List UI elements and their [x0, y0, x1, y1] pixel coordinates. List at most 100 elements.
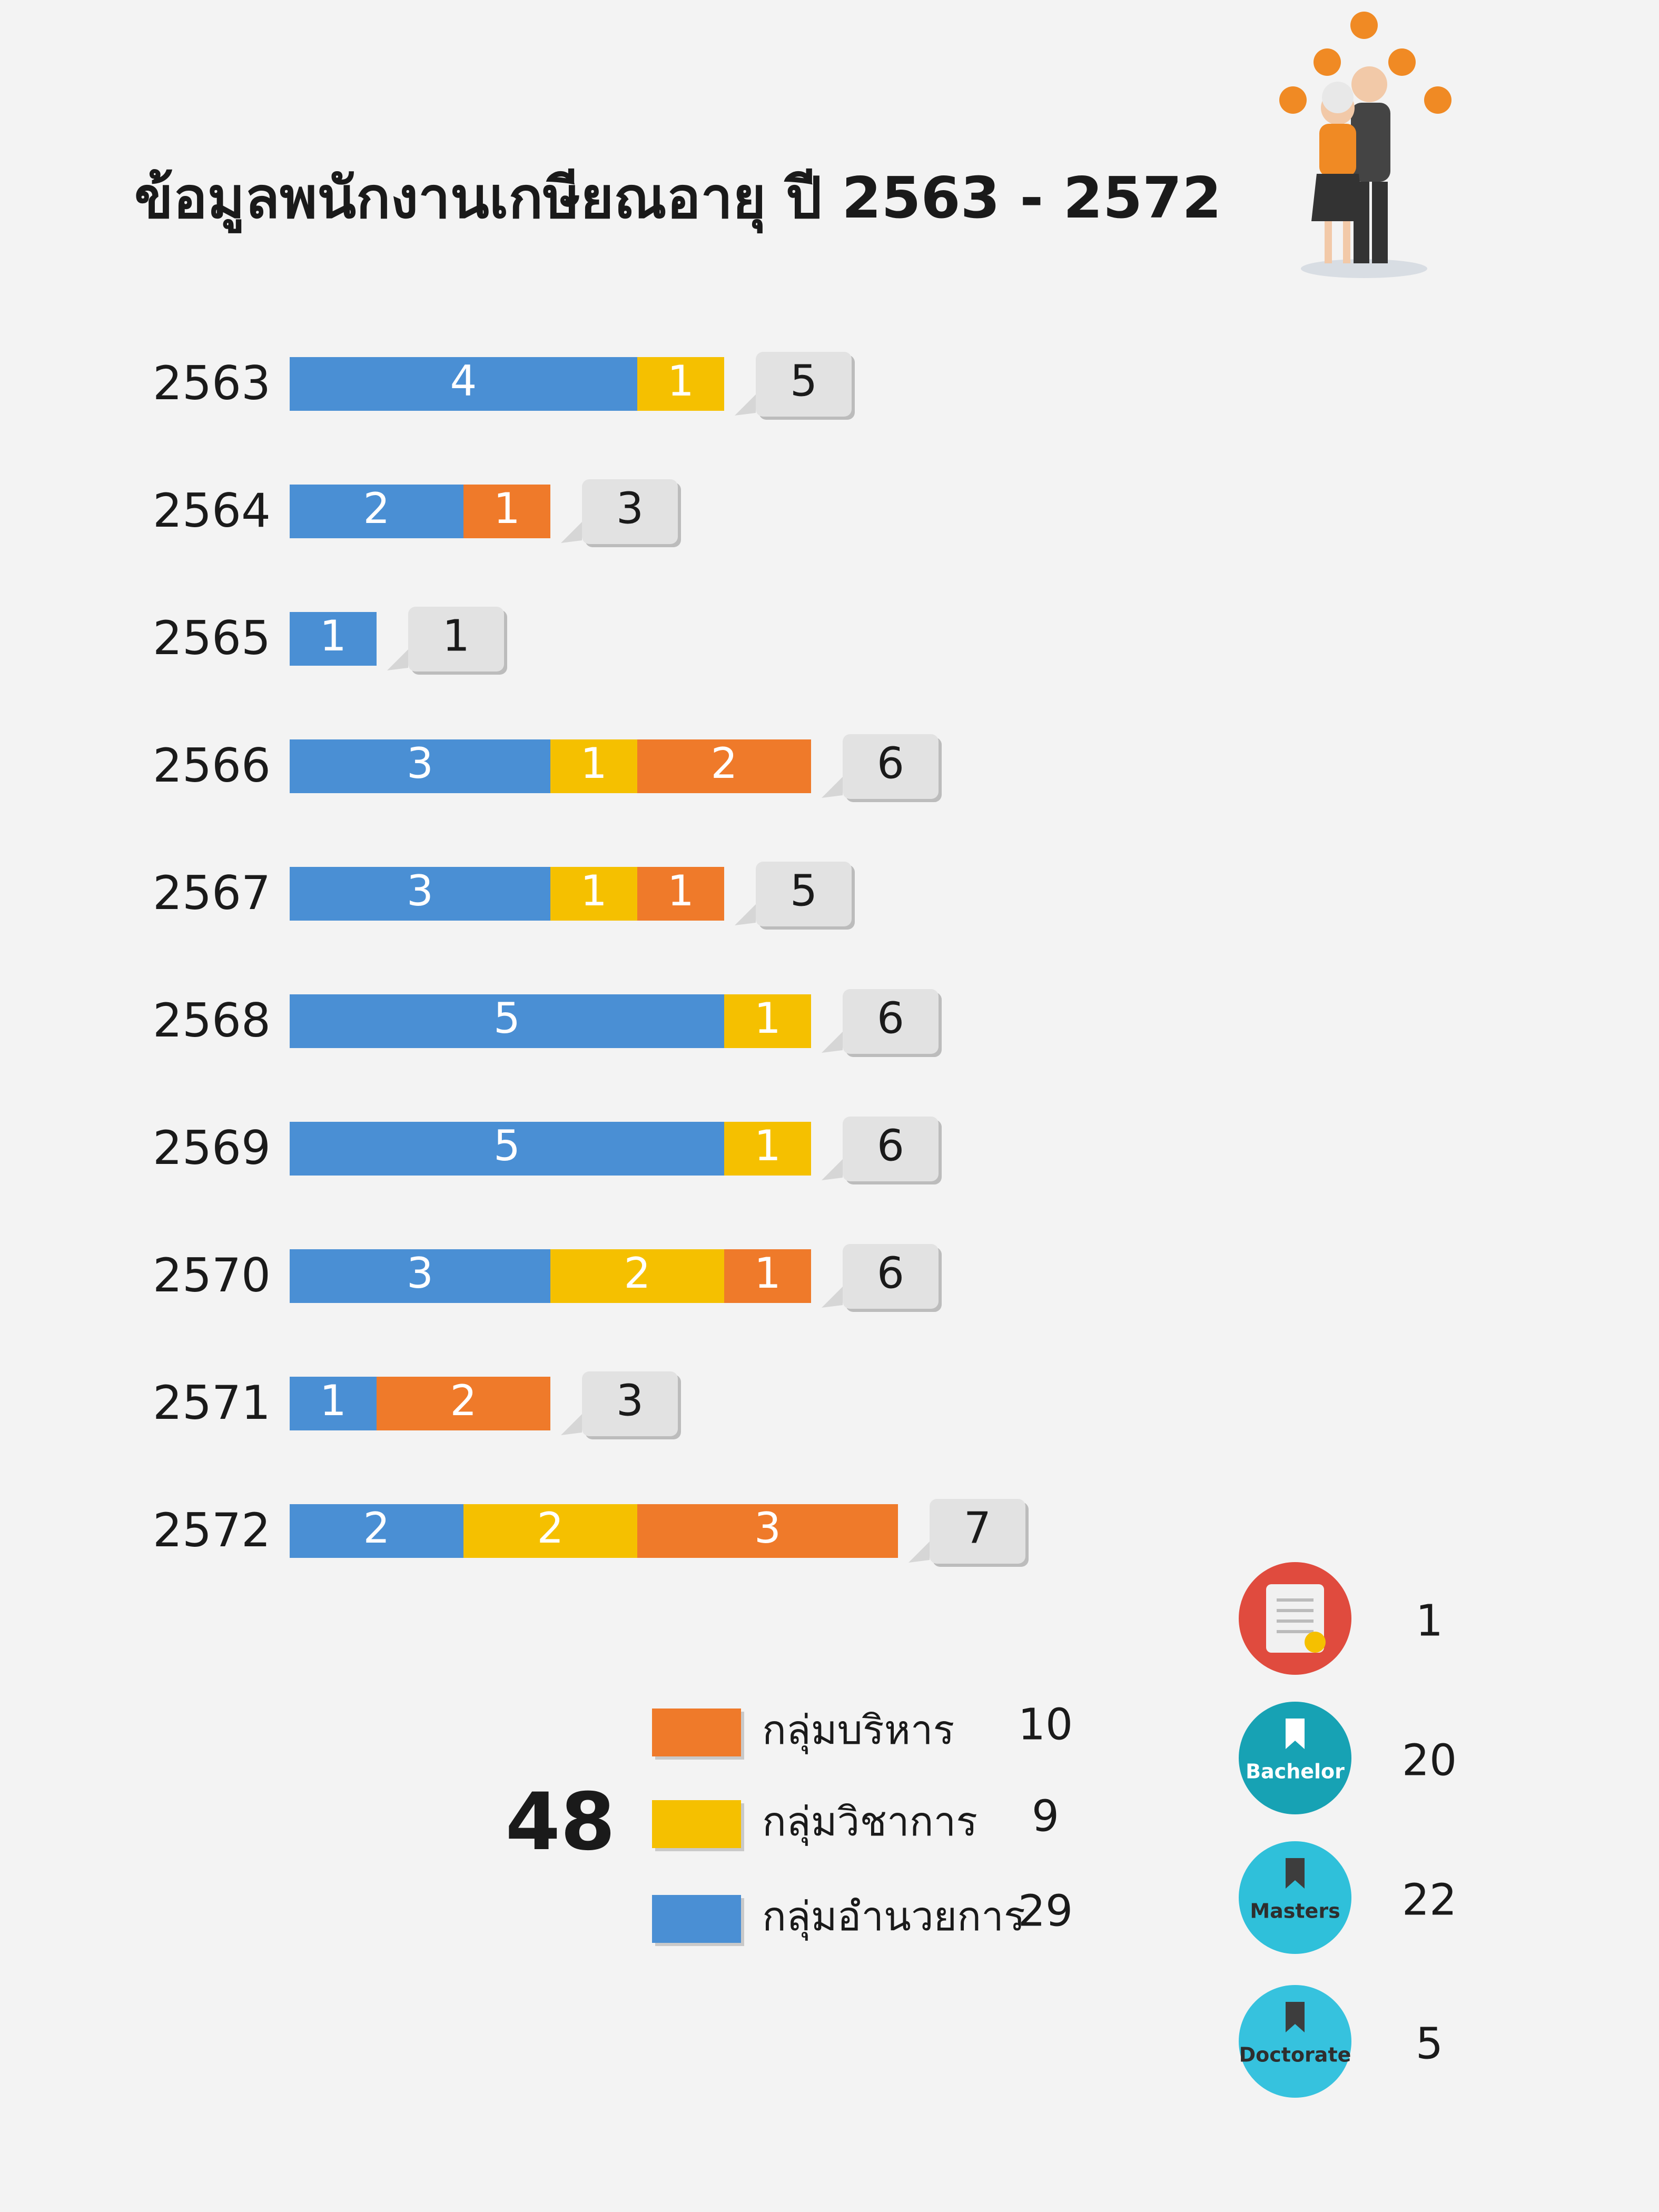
- bar-value-label: 2: [624, 1249, 651, 1298]
- total-bubble: [582, 1371, 678, 1436]
- legend-swatch: [652, 1895, 741, 1943]
- total-bubble-pointer: [908, 1542, 930, 1563]
- legend-total: 9: [1032, 1791, 1059, 1841]
- total-bubble: [843, 1117, 939, 1181]
- total-bubble: [930, 1499, 1025, 1564]
- bar-segment: [290, 1504, 463, 1558]
- illustration: [1279, 12, 1451, 278]
- y-tick-label: 2572: [153, 1503, 271, 1557]
- total-label: 7: [964, 1503, 991, 1553]
- bar-value-label: 1: [580, 866, 607, 915]
- education-label: Doctorate: [1239, 2043, 1351, 2067]
- total-label: 6: [877, 738, 904, 788]
- education-badge: [1239, 1841, 1351, 1954]
- y-tick-label: 2568: [153, 993, 271, 1048]
- legend-total: 29: [1018, 1886, 1073, 1936]
- bar-value-label: 1: [580, 739, 607, 788]
- bar-segment: [290, 867, 550, 921]
- total-bubble: [408, 607, 504, 671]
- education-count: 22: [1402, 1875, 1457, 1925]
- bar-value-label: 2: [450, 1376, 477, 1425]
- education-label: Bachelor: [1246, 1760, 1345, 1783]
- bar-segment: [290, 994, 724, 1048]
- bar-value-label: 5: [493, 1121, 520, 1170]
- bar-value-label: 2: [711, 739, 738, 788]
- bar-segment: [637, 357, 724, 411]
- bar-value-label: 4: [450, 357, 477, 406]
- total-label: 6: [877, 1248, 904, 1298]
- bar-value-label: 2: [537, 1504, 564, 1553]
- bar-value-label: 1: [493, 484, 520, 533]
- bar-segment: [724, 1249, 811, 1303]
- bar-value-label: 1: [754, 1121, 781, 1170]
- total-bubble: [843, 734, 939, 799]
- bar-segment: [377, 1377, 550, 1430]
- total-bubble-pointer: [735, 904, 756, 925]
- total-bubble: [843, 1244, 939, 1309]
- total-label: 3: [616, 483, 644, 534]
- grand-total: 48: [506, 1776, 616, 1868]
- bar-segment: [290, 1122, 724, 1176]
- chart-title: ข้อมูลพนักงานเกษียณอายุ ปี 2563 - 2572: [134, 165, 1221, 234]
- total-bubble-pointer: [822, 777, 843, 798]
- bar-value-label: 3: [407, 739, 433, 788]
- y-tick-label: 2563: [153, 356, 271, 410]
- total-label: 3: [616, 1376, 644, 1426]
- total-bubble-pointer: [561, 1414, 582, 1435]
- bar-segment: [550, 1249, 724, 1303]
- education-count: 20: [1402, 1735, 1457, 1785]
- bar-value-label: 5: [493, 994, 520, 1043]
- bar-segment: [637, 1504, 898, 1558]
- total-label: 6: [877, 1121, 904, 1171]
- bar-value-label: 3: [754, 1504, 781, 1553]
- education-count: 1: [1416, 1596, 1443, 1646]
- total-bubble: [843, 989, 939, 1054]
- bar-value-label: 2: [363, 484, 390, 533]
- legend-label: กลุ่มวิชาการ: [762, 1798, 977, 1846]
- bar-value-label: 3: [407, 1249, 433, 1298]
- y-tick-label: 2570: [153, 1248, 271, 1302]
- total-bubble-pointer: [822, 1287, 843, 1308]
- bar-value-label: 1: [320, 611, 347, 660]
- legend-label: กลุ่มบริหาร: [762, 1706, 954, 1754]
- total-bubble-pointer: [822, 1032, 843, 1053]
- bar-segment: [463, 1504, 637, 1558]
- bar-segment: [290, 485, 463, 538]
- bar-segment: [637, 867, 724, 921]
- total-bubble-pointer: [735, 394, 756, 416]
- bar-segment: [463, 485, 550, 538]
- education-label: Masters: [1250, 1900, 1340, 1923]
- total-bubble-pointer: [561, 522, 582, 543]
- bar-value-label: 1: [320, 1376, 347, 1425]
- total-bubble: [582, 479, 678, 544]
- legend-total: 10: [1018, 1700, 1073, 1750]
- bar-segment: [290, 1377, 377, 1430]
- y-tick-label: 2566: [153, 738, 271, 793]
- bar-segment: [724, 1122, 811, 1176]
- total-bubble-pointer: [387, 649, 408, 670]
- y-tick-label: 2571: [153, 1376, 271, 1430]
- total-label: 6: [877, 993, 904, 1043]
- education-count: 5: [1416, 2019, 1443, 2069]
- legend-swatch: [652, 1709, 741, 1756]
- bar-segment: [290, 739, 550, 793]
- total-label: 5: [790, 866, 817, 916]
- y-tick-label: 2569: [153, 1121, 271, 1175]
- total-bubble-pointer: [822, 1159, 843, 1180]
- legend-label: กลุ่มอำนวยการ: [762, 1893, 1025, 1941]
- bar-segment: [290, 1249, 550, 1303]
- bookmark-icon: [1286, 1719, 1305, 1749]
- y-tick-label: 2565: [153, 611, 271, 665]
- bar-segment: [290, 357, 637, 411]
- y-tick-label: 2567: [153, 866, 271, 920]
- bar-segment: [637, 739, 811, 793]
- total-bubble: [756, 352, 852, 417]
- bar-segment: [550, 739, 637, 793]
- total-bubble: [756, 862, 852, 926]
- total-label: 1: [442, 611, 470, 661]
- bookmark-icon: [1286, 1858, 1305, 1889]
- bar-segment: [550, 867, 637, 921]
